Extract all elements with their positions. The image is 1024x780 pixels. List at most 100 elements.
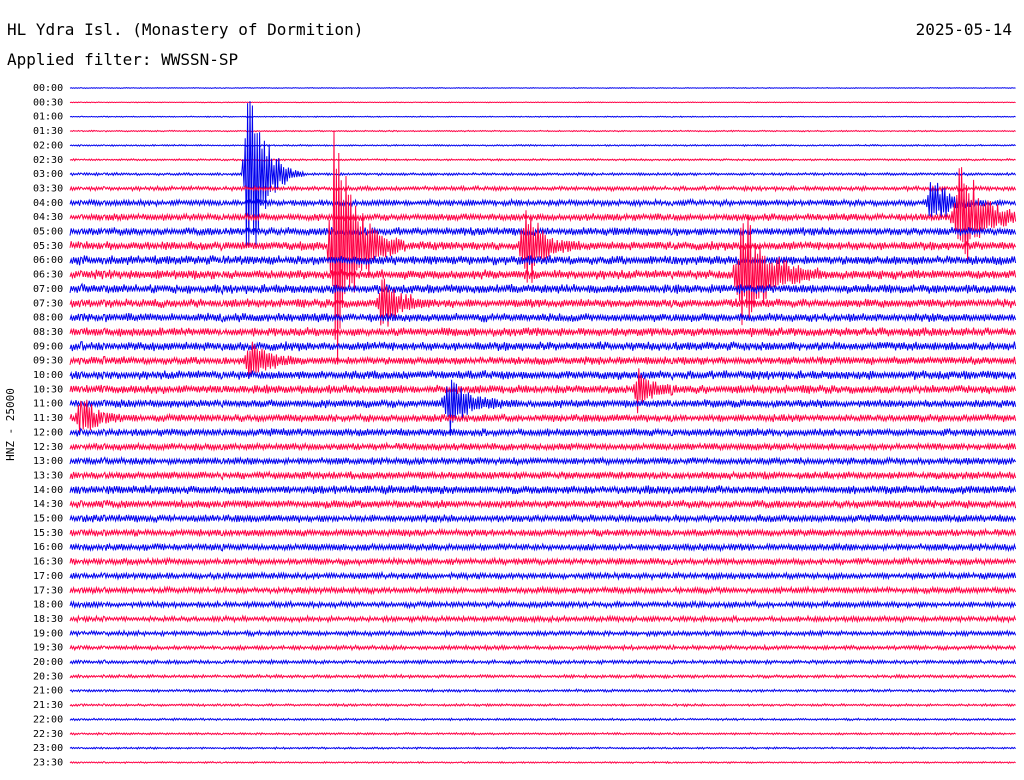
time-label-1400: 14:00	[33, 485, 63, 496]
time-label-0930: 09:30	[33, 356, 63, 367]
trace-0500	[69, 226, 1017, 237]
trace-0700	[69, 282, 1017, 296]
trace-1230	[69, 441, 1017, 452]
time-label-2030: 20:30	[33, 671, 63, 682]
trace-1830	[69, 614, 1017, 624]
trace-1400	[69, 484, 1017, 495]
time-label-0200: 02:00	[33, 140, 63, 151]
trace-2330	[69, 760, 1016, 765]
time-label-1330: 13:30	[33, 470, 63, 481]
time-label-1130: 11:30	[33, 413, 63, 424]
trace-0100	[69, 115, 1016, 118]
trace-2200	[69, 717, 1016, 722]
time-label-1300: 13:00	[33, 456, 63, 467]
time-label-0800: 08:00	[33, 313, 63, 324]
trace-1430	[69, 499, 1017, 510]
trace-0530	[69, 131, 1017, 365]
time-label-1830: 18:30	[33, 614, 63, 625]
trace-0730	[69, 278, 1017, 327]
trace-1630	[69, 556, 1017, 567]
trace-2000	[69, 658, 1017, 666]
time-label-1100: 11:00	[33, 399, 63, 410]
time-label-0100: 01:00	[33, 112, 63, 123]
time-label-1000: 10:00	[33, 370, 63, 381]
time-label-1230: 12:30	[33, 442, 63, 453]
trace-1530	[69, 527, 1017, 538]
trace-1000	[69, 369, 1017, 382]
trace-1700	[69, 570, 1017, 582]
trace-0330	[69, 184, 1017, 193]
trace-1930	[69, 643, 1017, 652]
time-label-2100: 21:00	[33, 686, 63, 697]
trace-0130	[69, 129, 1016, 133]
trace-2230	[69, 731, 1016, 736]
time-label-1930: 19:30	[33, 643, 63, 654]
time-label-2200: 22:00	[33, 714, 63, 725]
time-label-1600: 16:00	[33, 542, 63, 553]
trace-1200	[69, 427, 1017, 438]
time-label-0230: 02:30	[33, 155, 63, 166]
trace-2300	[69, 746, 1016, 750]
trace-2100	[69, 688, 1016, 694]
time-label-2300: 23:00	[33, 743, 63, 754]
time-label-1430: 14:30	[33, 499, 63, 510]
trace-0030	[69, 101, 1016, 104]
trace-0300	[69, 101, 1017, 248]
time-label-0130: 01:30	[33, 126, 63, 137]
time-label-1700: 17:00	[33, 571, 63, 582]
time-label-0400: 04:00	[33, 198, 63, 209]
filter-label: Applied filter: WWSSN-SP	[7, 50, 239, 69]
time-label-2130: 21:30	[33, 700, 63, 711]
trace-1500	[69, 513, 1017, 524]
trace-1130	[69, 399, 1017, 434]
trace-1730	[69, 585, 1017, 596]
trace-2130	[69, 702, 1016, 708]
time-label-2230: 22:30	[33, 729, 63, 740]
trace-0200	[69, 143, 1016, 148]
time-label-1530: 15:30	[33, 528, 63, 539]
time-label-0500: 05:00	[33, 227, 63, 238]
trace-1030	[69, 368, 1017, 414]
time-label-1200: 12:00	[33, 427, 63, 438]
trace-0630	[69, 217, 1017, 326]
time-label-0700: 07:00	[33, 284, 63, 295]
trace-1330	[69, 470, 1017, 481]
date-label: 2025-05-14	[915, 20, 1012, 39]
time-label-0430: 04:30	[33, 212, 63, 223]
trace-0930	[69, 341, 1017, 378]
time-label-0900: 09:00	[33, 341, 63, 352]
trace-0000	[69, 87, 1016, 89]
trace-0800	[69, 312, 1017, 323]
trace-1800	[69, 599, 1017, 610]
trace-1300	[69, 455, 1017, 467]
time-label-0030: 00:30	[33, 97, 63, 108]
trace-0830	[69, 327, 1017, 338]
trace-1600	[69, 542, 1017, 553]
time-label-0600: 06:00	[33, 255, 63, 266]
time-label-0330: 03:30	[33, 183, 63, 194]
time-label-1500: 15:00	[33, 514, 63, 525]
time-label-1900: 19:00	[33, 628, 63, 639]
trace-0900	[69, 340, 1017, 352]
time-label-0530: 05:30	[33, 241, 63, 252]
trace-0430	[69, 167, 1017, 263]
time-label-2330: 23:30	[33, 757, 63, 768]
time-label-1800: 18:00	[33, 600, 63, 611]
time-label-0000: 00:00	[33, 83, 63, 94]
trace-0230	[69, 157, 1016, 162]
time-label-0630: 06:30	[33, 270, 63, 281]
time-label-1030: 10:30	[33, 384, 63, 395]
time-label-0830: 08:30	[33, 327, 63, 338]
time-label-2000: 20:00	[33, 657, 63, 668]
trace-1900	[69, 629, 1017, 638]
trace-0600	[69, 255, 1017, 266]
station-title: HL Ydra Isl. (Monastery of Dormition)	[7, 20, 364, 39]
time-label-1630: 16:30	[33, 557, 63, 568]
trace-2030	[69, 673, 1017, 680]
trace-1100	[69, 379, 1017, 436]
time-label-0730: 07:30	[33, 298, 63, 309]
time-label-0300: 03:00	[33, 169, 63, 180]
time-label-1730: 17:30	[33, 585, 63, 596]
trace-0400	[69, 182, 1017, 220]
